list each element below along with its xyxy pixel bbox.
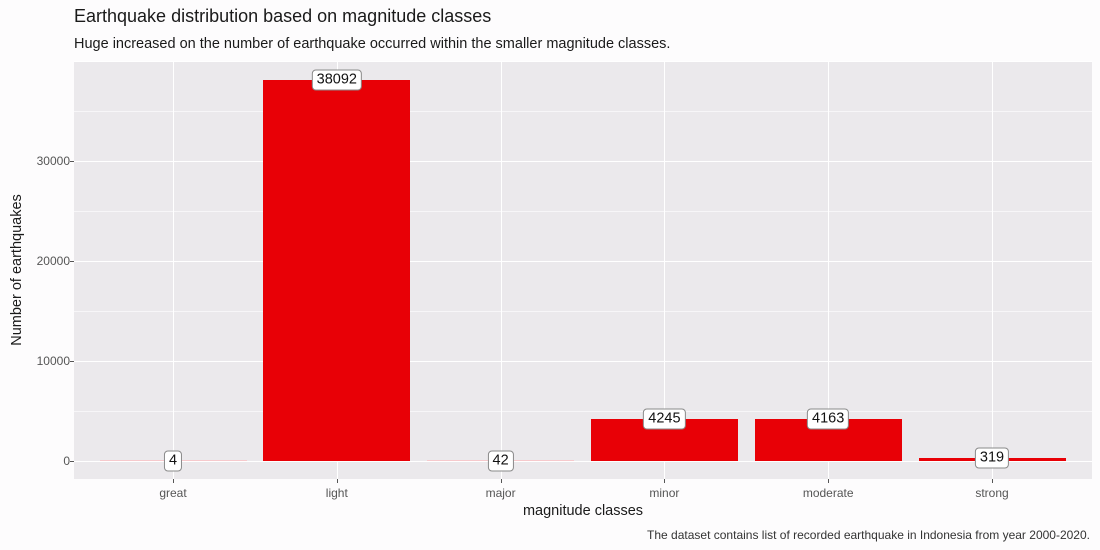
- y-tick-label: 10000: [36, 354, 70, 368]
- y-tick-mark: [70, 461, 74, 462]
- vertical-gridline: [992, 61, 993, 479]
- value-label-minor: 4245: [643, 408, 686, 430]
- x-tick-label: strong: [975, 486, 1009, 500]
- x-tick-label: moderate: [802, 486, 854, 500]
- y-tick-label: 30000: [36, 154, 70, 168]
- major-gridline: [74, 161, 1092, 162]
- value-label-great: 4: [163, 450, 183, 472]
- minor-gridline: [74, 411, 1092, 412]
- x-tick-mark: [500, 479, 502, 483]
- x-tick-mark: [664, 479, 666, 483]
- minor-gridline: [74, 311, 1092, 312]
- x-tick-mark: [992, 479, 993, 483]
- x-tick-label: minor: [649, 486, 680, 500]
- value-label-strong: 319: [974, 447, 1010, 469]
- minor-gridline: [74, 211, 1092, 212]
- x-tick-mark: [173, 479, 174, 483]
- major-gridline: [74, 461, 1092, 462]
- y-tick-label: 0: [63, 454, 70, 468]
- major-gridline: [74, 261, 1092, 262]
- vertical-gridline: [500, 61, 502, 479]
- y-tick-mark: [70, 361, 74, 362]
- chart-caption: The dataset contains list of recorded ea…: [647, 528, 1090, 542]
- minor-gridline: [74, 111, 1092, 112]
- vertical-gridline: [173, 61, 174, 479]
- vertical-gridline: [664, 61, 666, 479]
- x-tick-mark: [828, 479, 830, 483]
- chart-title: Earthquake distribution based on magnitu…: [74, 6, 492, 26]
- x-tick-label: great: [159, 486, 187, 500]
- chart-subtitle: Huge increased on the number of earthqua…: [74, 36, 671, 52]
- vertical-gridline: [828, 61, 830, 479]
- y-tick-mark: [70, 261, 74, 262]
- major-gridline: [74, 61, 1092, 62]
- value-label-light: 38092: [311, 69, 362, 91]
- y-tick-label: 20000: [36, 254, 70, 268]
- plot-panel: 4 38092 42 4245 4163 319: [74, 61, 1092, 479]
- x-tick-label: light: [325, 486, 348, 500]
- value-label-major: 42: [487, 450, 514, 472]
- x-tick-label: major: [485, 486, 516, 500]
- y-axis-label: Number of earthquakes: [9, 194, 25, 346]
- x-axis-label: magnitude classes: [522, 503, 644, 519]
- value-label-moderate: 4163: [807, 408, 850, 430]
- y-tick-mark: [70, 161, 74, 162]
- major-gridline: [74, 361, 1092, 362]
- bar-light: [263, 80, 411, 461]
- x-tick-mark: [336, 479, 338, 483]
